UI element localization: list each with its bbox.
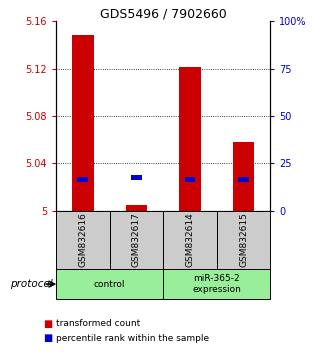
Bar	[163, 269, 270, 299]
Text: percentile rank within the sample: percentile rank within the sample	[56, 333, 209, 343]
Bar	[56, 269, 163, 299]
Bar	[238, 177, 249, 182]
Bar	[179, 67, 201, 211]
Bar	[109, 211, 163, 269]
Text: GSM832617: GSM832617	[132, 212, 141, 267]
Text: ■: ■	[43, 319, 52, 329]
Text: ■: ■	[43, 333, 52, 343]
Bar	[185, 177, 195, 182]
Title: GDS5496 / 7902660: GDS5496 / 7902660	[100, 7, 227, 20]
Bar	[233, 142, 254, 211]
Text: protocol: protocol	[10, 279, 52, 289]
Bar	[217, 211, 270, 269]
Text: GSM832616: GSM832616	[78, 212, 87, 267]
Text: GSM832614: GSM832614	[186, 212, 195, 267]
Bar	[126, 205, 147, 211]
Text: control: control	[94, 280, 125, 289]
Text: GSM832615: GSM832615	[239, 212, 248, 267]
Bar	[56, 211, 109, 269]
Bar	[77, 177, 88, 182]
Bar	[163, 211, 217, 269]
Bar	[72, 35, 93, 211]
Bar	[131, 175, 142, 180]
Text: transformed count: transformed count	[56, 319, 140, 329]
Text: miR-365-2
expression: miR-365-2 expression	[192, 274, 241, 294]
